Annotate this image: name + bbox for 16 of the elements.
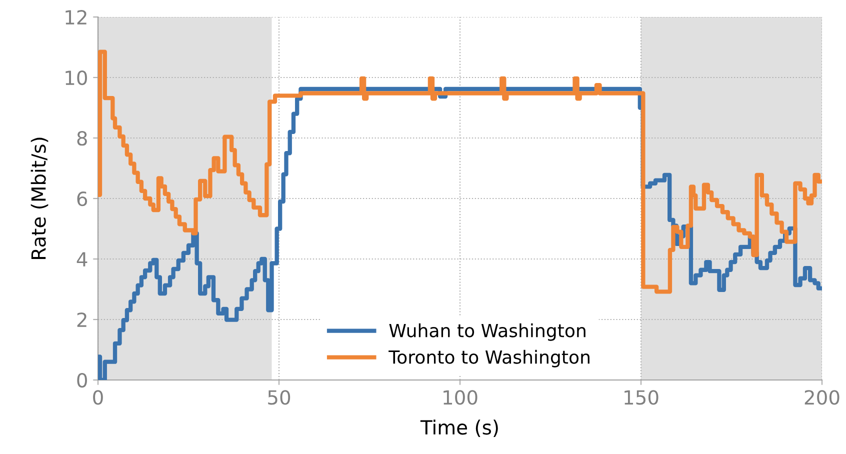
y-tick-label: 12 — [66, 10, 86, 24]
y-tick-label: 6 — [77, 191, 88, 206]
x-tick-label: 0 — [93, 390, 103, 405]
y-tick-label: 2 — [77, 312, 86, 327]
y-tick-label: 8 — [77, 130, 87, 146]
y-tick-label: 4 — [76, 252, 88, 266]
legend-label: Toronto to Washington — [388, 350, 590, 368]
x-tick-label: 50 — [268, 390, 290, 405]
x-tick-label: 100 — [444, 390, 478, 405]
x-tick-label: 150 — [624, 390, 658, 405]
x-tick-label: 200 — [804, 390, 840, 405]
y-tick-label: 10 — [66, 70, 87, 86]
x-axis-title: Time (s) — [420, 420, 498, 437]
legend-label: Wuhan to Washington — [389, 323, 586, 341]
y-tick-label: 0 — [77, 372, 87, 388]
y-axis-title: Rate (Mbit/s) — [30, 138, 48, 259]
